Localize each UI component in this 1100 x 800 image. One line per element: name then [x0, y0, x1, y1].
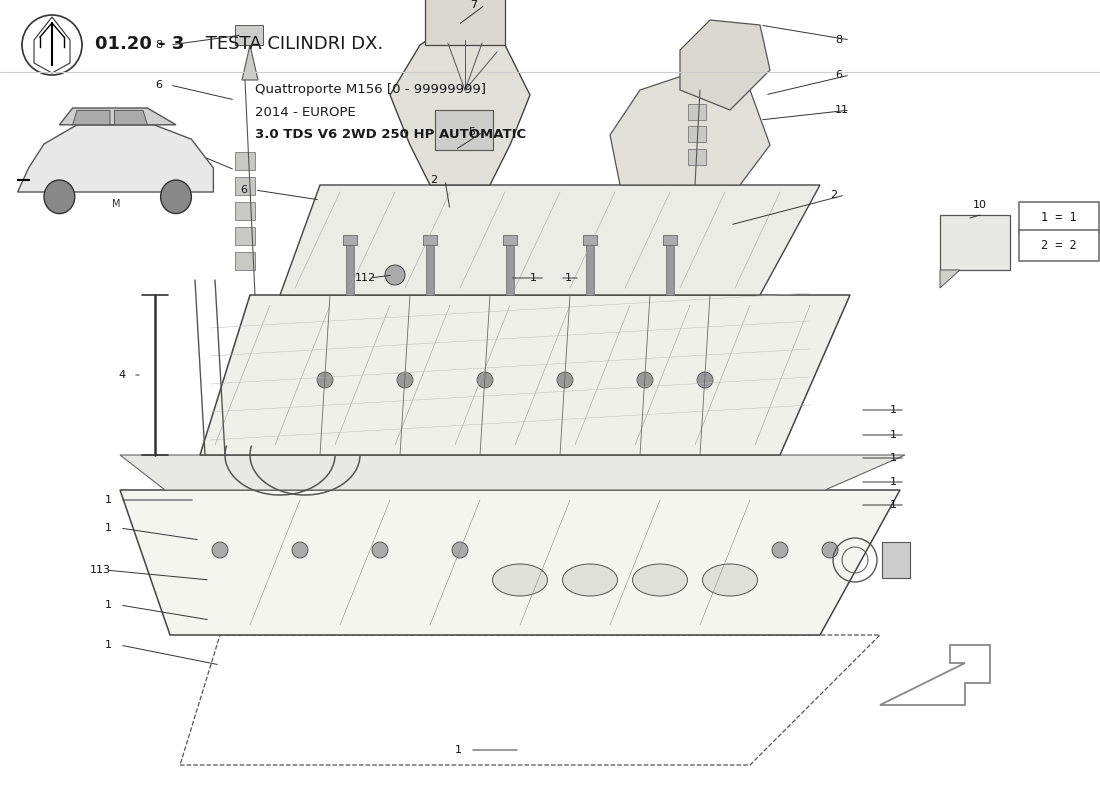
Bar — [586, 240, 594, 295]
Circle shape — [161, 180, 191, 214]
Circle shape — [317, 372, 333, 388]
Circle shape — [292, 542, 308, 558]
Polygon shape — [280, 185, 820, 295]
Polygon shape — [114, 110, 147, 125]
Circle shape — [822, 542, 838, 558]
Bar — [506, 240, 514, 295]
Bar — [426, 240, 434, 295]
Bar — [583, 235, 597, 245]
FancyBboxPatch shape — [1020, 202, 1099, 233]
Circle shape — [44, 180, 75, 214]
Ellipse shape — [703, 564, 758, 596]
Text: 2 = 2: 2 = 2 — [1042, 239, 1077, 252]
Bar — [688, 126, 706, 142]
Bar — [503, 235, 517, 245]
Polygon shape — [610, 70, 770, 185]
Text: 1: 1 — [890, 453, 896, 463]
Bar — [882, 542, 910, 578]
Polygon shape — [200, 295, 850, 455]
Ellipse shape — [562, 564, 617, 596]
Polygon shape — [59, 108, 176, 125]
Ellipse shape — [493, 564, 548, 596]
Circle shape — [385, 265, 405, 285]
Text: TESTA CILINDRI DX.: TESTA CILINDRI DX. — [200, 35, 383, 53]
Polygon shape — [390, 15, 530, 185]
Circle shape — [772, 542, 788, 558]
Polygon shape — [18, 125, 213, 192]
Text: 1: 1 — [104, 523, 112, 533]
Text: 2: 2 — [830, 190, 837, 200]
Polygon shape — [940, 270, 960, 288]
Circle shape — [372, 542, 388, 558]
Circle shape — [397, 372, 412, 388]
Text: 11: 11 — [835, 105, 849, 115]
Text: 1: 1 — [104, 600, 112, 610]
Text: 6: 6 — [835, 70, 842, 80]
Bar — [235, 202, 255, 220]
Text: 1: 1 — [530, 273, 537, 283]
Text: 2014 - EUROPE: 2014 - EUROPE — [255, 106, 355, 118]
Text: 1: 1 — [890, 477, 896, 487]
Bar — [235, 25, 263, 45]
Text: 1: 1 — [565, 273, 572, 283]
Bar — [434, 110, 493, 150]
Text: M: M — [112, 199, 121, 209]
Polygon shape — [120, 455, 905, 490]
Bar — [940, 215, 1010, 270]
Text: 2: 2 — [430, 175, 437, 185]
Text: 1 = 1: 1 = 1 — [1042, 211, 1077, 224]
Text: 1: 1 — [890, 500, 896, 510]
Circle shape — [637, 372, 653, 388]
Text: 3.0 TDS V6 2WD 250 HP AUTOMATIC: 3.0 TDS V6 2WD 250 HP AUTOMATIC — [255, 127, 526, 141]
Text: 112: 112 — [355, 273, 376, 283]
Text: 113: 113 — [90, 565, 111, 575]
Text: 4: 4 — [118, 370, 125, 380]
Text: 7: 7 — [470, 0, 477, 10]
Text: 1: 1 — [455, 745, 462, 755]
Bar — [235, 177, 255, 195]
Text: 10: 10 — [974, 200, 987, 210]
FancyBboxPatch shape — [1020, 230, 1099, 261]
Text: Quattroporte M156 [0 - 99999999]: Quattroporte M156 [0 - 99999999] — [255, 83, 486, 97]
Polygon shape — [242, 45, 258, 80]
Circle shape — [477, 372, 493, 388]
Polygon shape — [680, 20, 770, 110]
Ellipse shape — [632, 564, 688, 596]
Bar — [343, 235, 358, 245]
Bar — [688, 104, 706, 120]
Text: 5: 5 — [468, 127, 475, 137]
Text: 01.20 - 3: 01.20 - 3 — [95, 35, 185, 53]
Bar — [425, 0, 505, 45]
Bar — [235, 252, 255, 270]
Text: 8: 8 — [835, 35, 843, 45]
Circle shape — [557, 372, 573, 388]
Circle shape — [697, 372, 713, 388]
Text: 6: 6 — [240, 185, 248, 195]
Bar — [666, 240, 674, 295]
Text: 8: 8 — [155, 40, 162, 50]
Bar — [688, 149, 706, 165]
Bar — [424, 235, 437, 245]
Circle shape — [452, 542, 468, 558]
Bar — [346, 240, 354, 295]
Text: 1: 1 — [104, 640, 112, 650]
Bar — [235, 152, 255, 170]
Text: 1: 1 — [890, 430, 896, 440]
Text: 9: 9 — [160, 140, 167, 150]
Text: 6: 6 — [155, 80, 162, 90]
Circle shape — [212, 542, 228, 558]
Polygon shape — [120, 490, 900, 635]
Bar — [235, 227, 255, 245]
Text: 1: 1 — [890, 405, 896, 415]
Bar — [663, 235, 676, 245]
Text: 1: 1 — [104, 495, 112, 505]
Polygon shape — [73, 110, 110, 125]
